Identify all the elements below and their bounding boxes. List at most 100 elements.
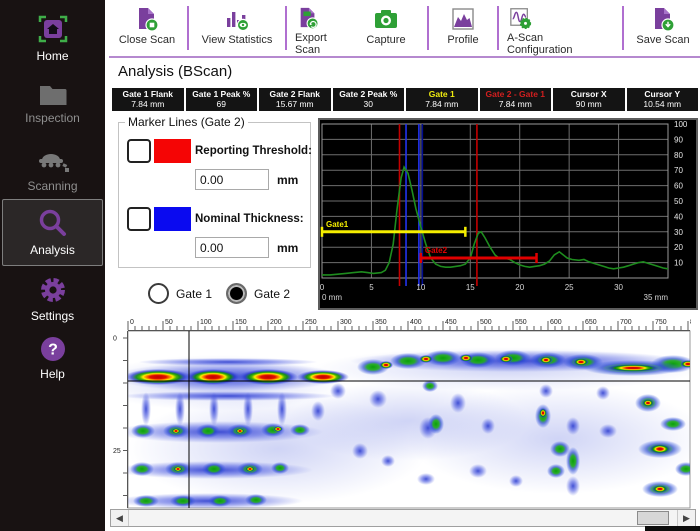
gate-info-label: Gate 1	[428, 88, 455, 99]
svg-text:0 mm: 0 mm	[322, 293, 342, 302]
sidebar-item-home[interactable]: Home	[2, 12, 103, 63]
gate1-radio-circle[interactable]	[148, 283, 169, 304]
svg-text:650: 650	[585, 319, 597, 326]
gate-info-value: 7.84 mm	[498, 98, 532, 109]
gate-info-value: 90 mm	[575, 98, 602, 109]
ascan-panel: Gate1 Gate2 10 20 30 40 50 60 70 80 90 100 0 5 10 15 20 2…	[318, 118, 698, 310]
gate2-radio[interactable]: Gate 2	[226, 283, 290, 304]
toolbar-divider	[285, 6, 287, 50]
svg-text:0: 0	[320, 283, 325, 292]
svg-text:5: 5	[369, 283, 374, 292]
svg-text:550: 550	[515, 319, 527, 326]
gate-info-label: Gate 1 Peak %	[192, 88, 251, 99]
sidebar-item-help[interactable]: ? Help	[2, 334, 103, 381]
bscan-top-ruler: 0 50 100 150 200 250 300 350 400 450 500 550 600 650 7…	[127, 319, 691, 331]
gate-info-cell-1: Gate 1 Peak % 69	[185, 88, 257, 111]
sidebar-item-settings[interactable]: Settings	[2, 274, 103, 323]
sidebar-item-label: Help	[40, 367, 65, 381]
svg-text:60: 60	[674, 182, 683, 191]
page-title: Analysis (BScan)	[118, 63, 233, 80]
svg-text:0: 0	[130, 319, 134, 326]
sidebar: Home Inspection Scanning	[0, 0, 105, 531]
svg-text:10: 10	[416, 283, 425, 292]
svg-text:25: 25	[565, 283, 574, 292]
gate-info-label: Cursor Y	[644, 88, 681, 99]
toolbar-button-label: Close Scan	[118, 34, 176, 46]
gate2-radio-circle[interactable]	[226, 283, 248, 304]
svg-text:100: 100	[200, 319, 212, 326]
sidebar-item-label: Scanning	[27, 179, 78, 193]
nominal-thickness-label: Nominal Thickness:	[195, 213, 304, 225]
toolbar-divider	[427, 6, 429, 50]
bscan-left-ruler: 0 25	[113, 331, 128, 508]
svg-text:30: 30	[674, 228, 683, 237]
toolbar-button-label: Capture	[366, 34, 406, 46]
sidebar-item-label: Home	[36, 49, 69, 63]
window-edge	[645, 526, 700, 531]
scroll-left-button[interactable]: ◀	[111, 510, 129, 526]
svg-text:600: 600	[550, 319, 562, 326]
toolbar-button-label: Save Scan	[636, 34, 690, 46]
profile-button[interactable]: Profile	[437, 4, 489, 56]
scroll-track[interactable]	[129, 510, 677, 526]
reporting-threshold-swatch	[154, 139, 191, 163]
reporting-threshold-checkbox[interactable]	[127, 139, 151, 163]
scroll-right-button[interactable]: ▶	[677, 510, 695, 526]
gate-info-value: 7.84 mm	[425, 98, 459, 109]
sidebar-item-scanning[interactable]: Scanning	[2, 150, 103, 193]
nominal-thickness-input[interactable]	[195, 237, 269, 258]
gate-info-label: Gate 2 Flank	[269, 88, 321, 99]
ascan-plot[interactable]: Gate1 Gate2 10 20 30 40 50 60 70 80 90 100 0 5 10 15 20 2…	[320, 120, 696, 308]
gate-info-value: 30	[363, 98, 373, 109]
save-scan-button[interactable]: Save Scan	[632, 4, 694, 56]
gate-info-cell-4: Gate 1 7.84 mm	[406, 88, 478, 111]
svg-text:50: 50	[674, 197, 683, 206]
bscan-heatmap	[128, 347, 690, 508]
svg-text:0: 0	[113, 336, 117, 343]
gate-info-value: 10.54 mm	[643, 98, 682, 109]
gate-info-cell-2: Gate 2 Flank 15.67 mm	[259, 88, 331, 111]
sidebar-item-label: Settings	[30, 309, 75, 323]
toolbar-divider	[497, 6, 499, 50]
bscan-plot[interactable]: 0 50 100 150 200 250 300 350 400 450 500 550 600 650 7…	[110, 315, 691, 509]
main-content: Close Scan View Statistics	[105, 0, 700, 531]
svg-text:30: 30	[614, 283, 623, 292]
gate-info-label: Gate 1 Flank	[122, 88, 174, 99]
ascan-gates: Gate1 Gate2	[320, 220, 538, 263]
gate-radio-group: Gate 1 Gate 2	[148, 283, 290, 304]
bscan-horizontal-scrollbar[interactable]: ◀ ▶	[110, 509, 696, 527]
scroll-thumb[interactable]	[637, 511, 669, 525]
ascan-configuration-button[interactable]: A-Scan Configuration	[507, 4, 589, 56]
toolbar-button-label: Profile	[447, 34, 479, 46]
gate-info-value: 15.67 mm	[275, 98, 314, 109]
svg-text:250: 250	[305, 319, 317, 326]
close-scan-button[interactable]: Close Scan	[115, 4, 179, 56]
gate-info-cell-5: Gate 2 - Gate 1 7.84 mm	[479, 88, 551, 111]
toolbar-button-label: A-Scan Configuration	[507, 31, 573, 56]
nominal-thickness-unit: mm	[277, 241, 299, 255]
nominal-thickness-checkbox[interactable]	[127, 207, 151, 231]
bscan-cursor-crosshair[interactable]	[128, 331, 690, 508]
sidebar-item-inspection[interactable]: Inspection	[2, 82, 103, 125]
bscan-panel: 0 50 100 150 200 250 300 350 400 450 500 550 600 650 7…	[110, 315, 691, 509]
capture-button[interactable]: Capture	[353, 4, 419, 56]
gate-info-label: Gate 2 Peak %	[339, 88, 398, 99]
marker-lines-panel: Marker Lines (Gate 2) Reporting Threshol…	[118, 115, 312, 268]
svg-text:35 mm: 35 mm	[644, 293, 669, 302]
reporting-threshold-input[interactable]	[195, 169, 269, 190]
svg-text:50: 50	[165, 319, 173, 326]
svg-text:40: 40	[674, 212, 683, 221]
svg-text:20: 20	[674, 243, 683, 252]
toolbar-divider	[187, 6, 189, 50]
svg-text:450: 450	[445, 319, 457, 326]
svg-text:150: 150	[235, 319, 247, 326]
gate1-radio[interactable]: Gate 1	[148, 283, 212, 304]
gate-info-value: 69	[216, 98, 226, 109]
toolbar-underline	[109, 56, 700, 58]
gate-info-cell-7: Cursor Y 10.54 mm	[626, 88, 698, 111]
sidebar-item-analysis[interactable]: Analysis	[2, 199, 103, 266]
view-statistics-button[interactable]: View Statistics	[197, 4, 277, 56]
toolbar: Close Scan View Statistics	[105, 0, 700, 56]
export-scan-button[interactable]: Export Scan	[295, 4, 347, 56]
